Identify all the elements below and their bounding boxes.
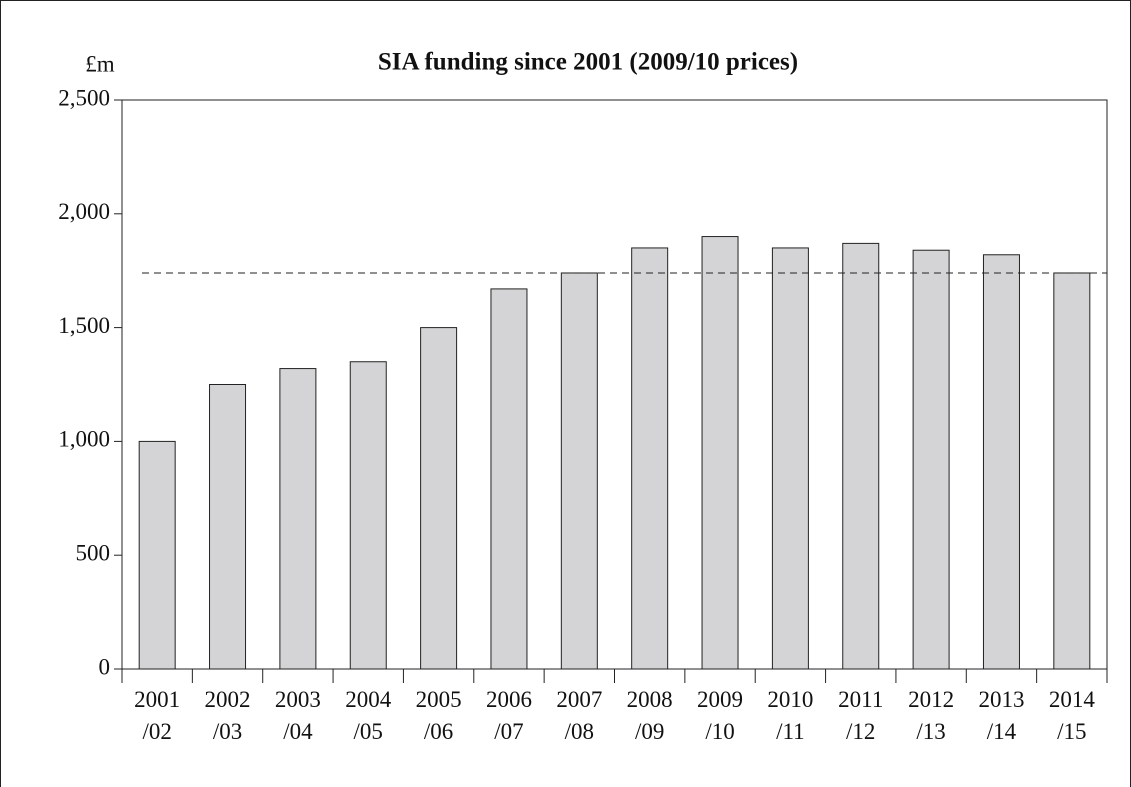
x-tick-label-line: /06 (424, 719, 453, 744)
x-tick-label-line: /05 (354, 719, 383, 744)
y-tick-label: 0 (99, 654, 111, 679)
x-tick-label-line: 2002 (205, 687, 251, 712)
x-tick-label: 2005/06 (416, 687, 462, 744)
x-tick-label-line: 2007 (556, 687, 602, 712)
y-tick-label: 500 (76, 540, 111, 565)
x-tick-label-line: 2009 (697, 687, 743, 712)
bar (560, 272, 598, 670)
x-tick-label-line: 2012 (908, 687, 954, 712)
chart-title: SIA funding since 2001 (2009/10 prices) (378, 49, 798, 76)
y-tick-label: 1,000 (58, 427, 110, 452)
bar (771, 247, 809, 670)
x-tick-label: 2012/13 (908, 687, 954, 744)
x-tick-label-line: /11 (776, 719, 805, 744)
x-tick-label-line: 2005 (416, 687, 462, 712)
y-tick-label: 1,500 (58, 313, 110, 338)
bar (982, 254, 1020, 670)
x-tick-label-line: 2013 (978, 687, 1024, 712)
bar (701, 236, 739, 670)
x-tick-label-line: /10 (705, 719, 734, 744)
x-tick-label-line: /02 (142, 719, 171, 744)
x-tick-label: 2002/03 (205, 687, 251, 744)
x-tick-label-line: /15 (1057, 719, 1086, 744)
x-tick-label-line: 2004 (345, 687, 392, 712)
bar (209, 384, 247, 670)
x-tick-label-line: 2014 (1049, 687, 1096, 712)
x-tick-label-line: /03 (213, 719, 242, 744)
x-tick-label-line: /13 (916, 719, 945, 744)
x-tick-label: 2001/02 (134, 687, 180, 744)
bar (631, 247, 669, 670)
x-tick-label: 2007/08 (556, 687, 602, 744)
x-tick-label: 2003/04 (275, 687, 321, 744)
x-tick-label: 2014/15 (1049, 687, 1096, 744)
x-tick-label: 2011/12 (838, 687, 883, 744)
x-tick-label-line: /14 (987, 719, 1017, 744)
bar (279, 368, 317, 670)
bar (349, 361, 387, 670)
x-tick-label: 2008/09 (627, 687, 673, 744)
x-tick-label-line: /07 (494, 719, 523, 744)
x-tick-label-line: 2011 (838, 687, 883, 712)
x-tick-label: 2013/14 (978, 687, 1024, 744)
x-tick-label: 2009/10 (697, 687, 743, 744)
x-tick-label-line: /04 (283, 719, 313, 744)
x-tick-label: 2006/07 (486, 687, 532, 744)
x-tick-label: 2004/05 (345, 687, 392, 744)
x-tick-label-line: 2008 (627, 687, 673, 712)
bar (138, 440, 176, 670)
bar (420, 327, 458, 670)
bar (490, 288, 528, 670)
x-tick-label-line: /08 (565, 719, 594, 744)
bar (842, 242, 880, 670)
x-tick-label-line: 2003 (275, 687, 321, 712)
y-tick-label: 2,000 (58, 199, 110, 224)
x-tick-label-line: /12 (846, 719, 875, 744)
x-tick-label-line: 2006 (486, 687, 532, 712)
x-tick-label: 2010/11 (767, 687, 813, 744)
x-tick-label-line: 2001 (134, 687, 180, 712)
bar (912, 249, 950, 670)
y-axis-label: £m (85, 51, 115, 76)
bar (1053, 272, 1091, 670)
x-tick-label-line: /09 (635, 719, 664, 744)
plot-frame (121, 99, 1108, 670)
y-tick-label: 2,500 (58, 85, 110, 110)
x-tick-label-line: 2010 (767, 687, 813, 712)
